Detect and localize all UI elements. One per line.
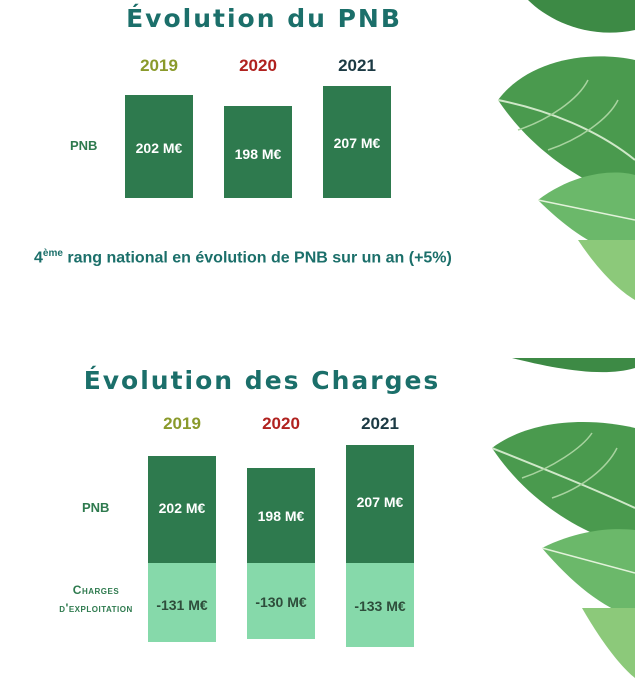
chart-2-pnb-series-label: PNB bbox=[82, 500, 110, 515]
chart-2-charges-bar-2019 bbox=[148, 563, 216, 642]
chart-2-year-2020: 2020 bbox=[262, 414, 300, 433]
chart-2-pnb-bar-2019 bbox=[148, 456, 216, 563]
chart-2-pnb-bar-2021 bbox=[346, 445, 414, 563]
chart-2-charges-label-2019: -131 M€ bbox=[156, 597, 208, 613]
chart-1-bar-label-2019: 202 M€ bbox=[135, 140, 183, 156]
chart-2-charges-series-label-2: d'exploitation bbox=[59, 601, 133, 615]
chart-1-year-2019: 2019 bbox=[140, 56, 178, 75]
chart-1-bar-label-2021: 207 M€ bbox=[333, 135, 381, 151]
chart-1-title: Évolution du PNB bbox=[126, 4, 402, 33]
ranking-note-rank: 4 bbox=[34, 249, 43, 267]
chart-2-pnb-bar-2020 bbox=[247, 468, 315, 563]
chart-2-pnb-label-2020: 198 M€ bbox=[257, 508, 305, 524]
tropical-leaves-top-icon bbox=[497, 0, 635, 300]
ranking-note-text: rang national en évolution de PNB sur un… bbox=[62, 249, 452, 267]
ranking-note: 4ème rang national en évolution de PNB s… bbox=[34, 248, 452, 267]
chart-2-title: Évolution des Charges bbox=[83, 366, 441, 395]
chart-2-charges-bar-2021 bbox=[346, 563, 414, 647]
tropical-leaves-bottom-icon bbox=[492, 358, 635, 678]
chart-2-year-2021: 2021 bbox=[361, 414, 399, 433]
chart-1-year-2020: 2020 bbox=[239, 56, 277, 75]
chart-2-charges-label-2020: -130 M€ bbox=[255, 594, 307, 610]
ranking-note-suffix: ème bbox=[42, 248, 63, 259]
chart-2-charges-series-label-1: Charges bbox=[72, 583, 120, 597]
chart-2-pnb-label-2019: 202 M€ bbox=[158, 500, 206, 516]
chart-2-charges-label-2021: -133 M€ bbox=[354, 598, 406, 614]
chart-1-bar-2021 bbox=[323, 86, 391, 198]
chart-1-bar-2019 bbox=[125, 95, 193, 198]
chart-2-year-2019: 2019 bbox=[163, 414, 201, 433]
chart-1-year-2021: 2021 bbox=[338, 56, 376, 75]
chart-1-bar-2020 bbox=[224, 106, 292, 198]
chart-1-bar-label-2020: 198 M€ bbox=[234, 146, 282, 162]
chart-1-series-label: PNB bbox=[70, 138, 98, 153]
chart-2-charges-bar-2020 bbox=[247, 563, 315, 639]
chart-2-pnb-label-2021: 207 M€ bbox=[356, 494, 404, 510]
